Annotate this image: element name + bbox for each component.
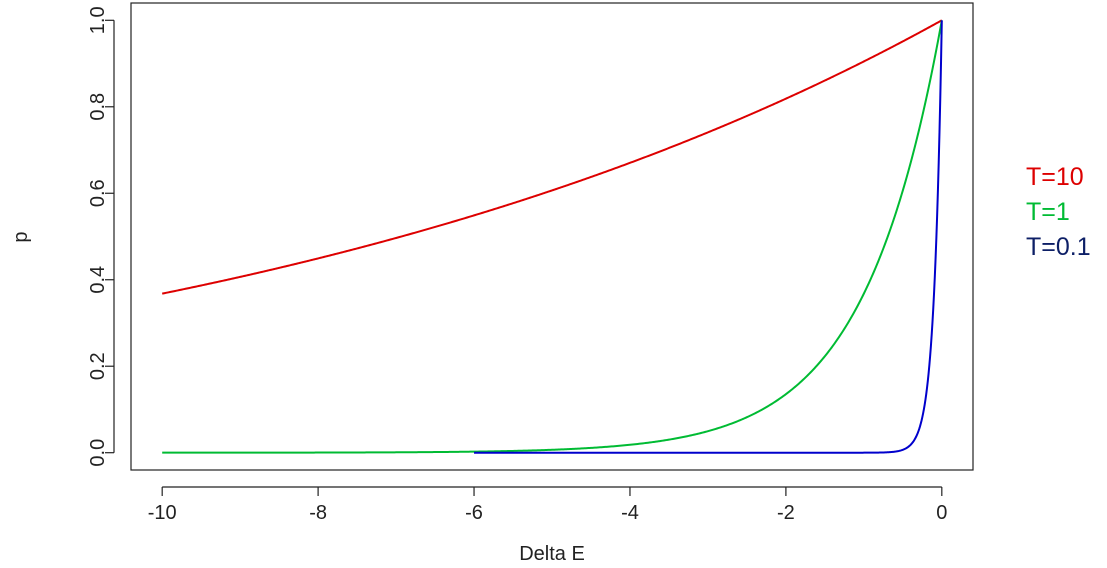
y-tick-label: 0.0 <box>87 439 109 467</box>
y-tick-label: 0.6 <box>87 179 109 207</box>
y-axis-label: p <box>10 231 32 242</box>
y-tick-label: 0.8 <box>87 93 109 121</box>
legend: T=10 T=1 T=0.1 <box>1026 160 1091 265</box>
series-line-2 <box>474 20 943 454</box>
x-tick-label: -6 <box>465 502 483 524</box>
x-tick-label: -8 <box>309 502 327 524</box>
series-line-0 <box>161 19 943 295</box>
legend-item-t1: T=1 <box>1026 198 1070 226</box>
legend-item-t01: T=0.1 <box>1026 233 1091 261</box>
x-tick-label: 0 <box>936 502 947 524</box>
x-tick-label: -10 <box>148 502 177 524</box>
y-tick-label: 0.4 <box>87 266 109 294</box>
x-tick-label: -2 <box>777 502 795 524</box>
axes: -10 -8 -6 -4 -2 0 0.0 0.2 0.4 0.6 0.8 1.0 <box>87 6 947 524</box>
x-tick-label: -4 <box>621 502 639 524</box>
legend-item-t10: T=10 <box>1026 163 1084 191</box>
series-group <box>161 19 943 454</box>
y-tick-label: 0.2 <box>87 352 109 380</box>
x-axis-label: Delta E <box>519 543 585 565</box>
series-line-1 <box>162 20 943 454</box>
plot-frame <box>130 2 974 471</box>
y-tick-label: 1.0 <box>87 6 109 34</box>
